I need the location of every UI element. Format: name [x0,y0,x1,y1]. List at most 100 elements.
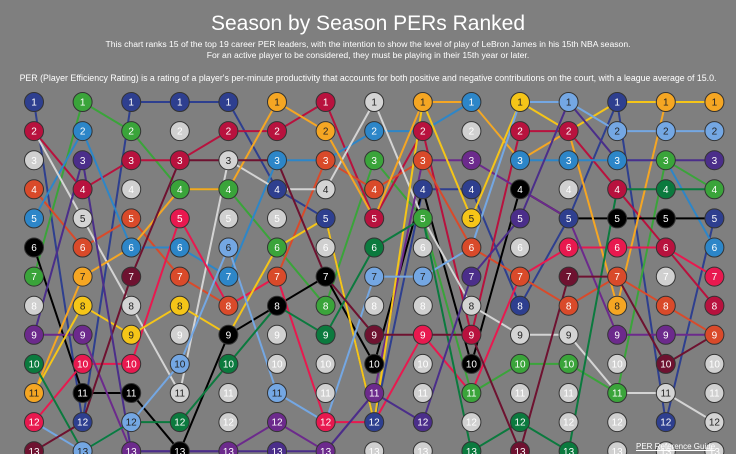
rank-marker[interactable]: 8 [704,295,725,316]
rank-marker[interactable]: 11 [461,383,482,403]
rank-marker[interactable]: 6 [218,237,239,258]
rank-marker[interactable]: 11 [267,383,287,403]
rank-marker[interactable]: 4 [655,179,676,200]
rank-marker[interactable]: 7 [412,266,433,287]
rank-marker[interactable]: 11 [510,383,530,403]
rank-marker[interactable]: 1 [704,92,725,112]
rank-marker[interactable]: 6 [704,237,725,258]
rank-marker[interactable]: 13 [558,441,579,454]
rank-marker[interactable]: 7 [267,266,287,287]
rank-marker[interactable]: 9 [655,324,676,345]
rank-marker[interactable]: 6 [121,237,142,258]
rank-marker[interactable]: 13 [218,441,239,454]
rank-marker[interactable]: 11 [218,383,239,403]
rank-marker[interactable]: 6 [510,237,530,258]
rank-marker[interactable]: 5 [510,208,530,229]
rank-marker[interactable]: 11 [412,383,433,403]
rank-marker[interactable]: 9 [704,324,725,345]
rank-marker[interactable]: 7 [655,266,676,287]
rank-marker[interactable]: 12 [169,412,190,433]
rank-marker[interactable]: 5 [364,208,385,229]
rank-marker[interactable]: 2 [169,121,190,142]
rank-marker[interactable]: 5 [655,208,676,229]
rank-marker[interactable]: 3 [655,150,676,171]
rank-marker[interactable]: 4 [72,179,93,200]
rank-marker[interactable]: 10 [655,353,676,374]
rank-marker[interactable]: 11 [607,383,628,403]
rank-marker[interactable]: 11 [364,383,385,403]
rank-marker[interactable]: 2 [364,121,385,142]
rank-marker[interactable]: 9 [315,324,336,345]
rank-marker[interactable]: 10 [121,353,142,374]
rank-marker[interactable]: 8 [24,295,44,316]
rank-marker[interactable]: 10 [72,353,93,374]
rank-marker[interactable]: 8 [461,295,482,316]
rank-marker[interactable]: 9 [607,324,628,345]
rank-marker[interactable]: 3 [121,150,142,171]
rank-marker[interactable]: 11 [655,383,676,403]
rank-marker[interactable]: 6 [655,237,676,258]
rank-marker[interactable]: 9 [267,324,287,345]
rank-marker[interactable]: 13 [655,441,676,454]
rank-marker[interactable]: 10 [704,353,725,374]
rank-marker[interactable]: 2 [24,121,44,142]
rank-marker[interactable]: 1 [510,92,530,112]
rank-marker[interactable]: 9 [169,324,190,345]
rank-marker[interactable]: 3 [461,150,482,171]
rank-marker[interactable]: 1 [267,92,287,112]
rank-marker[interactable]: 4 [510,179,530,200]
rank-marker[interactable]: 4 [267,179,287,200]
rank-marker[interactable]: 12 [121,412,142,433]
rank-marker[interactable]: 7 [24,266,44,287]
rank-marker[interactable]: 3 [72,150,93,171]
rank-marker[interactable]: 6 [267,237,287,258]
rank-marker[interactable]: 3 [267,150,287,171]
rank-marker[interactable]: 13 [364,441,385,454]
rank-marker[interactable]: 1 [72,92,93,112]
rank-marker[interactable]: 10 [364,353,385,374]
rank-marker[interactable]: 1 [558,92,579,112]
rank-marker[interactable]: 13 [315,441,336,454]
rank-marker[interactable]: 3 [510,150,530,171]
rank-marker[interactable]: 10 [315,353,336,374]
per-reference-guide-link[interactable]: PER Reference Guide [636,442,716,451]
rank-marker[interactable]: 9 [412,324,433,345]
rank-marker[interactable]: 11 [72,383,93,403]
rank-marker[interactable]: 7 [510,266,530,287]
rank-marker[interactable]: 13 [704,441,725,454]
rank-marker[interactable]: 5 [461,208,482,229]
rank-marker[interactable]: 12 [510,412,530,433]
rank-marker[interactable]: 9 [218,324,239,345]
rank-marker[interactable]: 5 [412,208,433,229]
rank-marker[interactable]: 6 [412,237,433,258]
rank-marker[interactable]: 10 [412,353,433,374]
rank-marker[interactable]: 7 [218,266,239,287]
rank-marker[interactable]: 4 [607,179,628,200]
rank-marker[interactable]: 7 [558,266,579,287]
rank-marker[interactable]: 9 [24,324,44,345]
rank-marker[interactable]: 12 [267,412,287,433]
rank-marker[interactable]: 4 [218,179,239,200]
rank-marker[interactable]: 4 [461,179,482,200]
rank-marker[interactable]: 11 [558,383,579,403]
rank-marker[interactable]: 2 [558,121,579,142]
rank-marker[interactable]: 8 [169,295,190,316]
rank-marker[interactable]: 8 [607,295,628,316]
rank-marker[interactable]: 10 [558,353,579,374]
rank-marker[interactable]: 2 [121,121,142,142]
rank-marker[interactable]: 11 [24,383,44,403]
rank-marker[interactable]: 10 [24,353,44,374]
rank-marker[interactable]: 2 [267,121,287,142]
rank-marker[interactable]: 5 [121,208,142,229]
rank-marker[interactable]: 1 [169,92,190,112]
rank-marker[interactable]: 8 [364,295,385,316]
rank-marker[interactable]: 7 [607,266,628,287]
rank-marker[interactable]: 10 [510,353,530,374]
rank-marker[interactable]: 5 [704,208,725,229]
rank-marker[interactable]: 9 [558,324,579,345]
rank-marker[interactable]: 5 [24,208,44,229]
rank-marker[interactable]: 2 [218,121,239,142]
rank-marker[interactable]: 9 [461,324,482,345]
rank-marker[interactable]: 7 [364,266,385,287]
rank-marker[interactable]: 1 [461,92,482,112]
